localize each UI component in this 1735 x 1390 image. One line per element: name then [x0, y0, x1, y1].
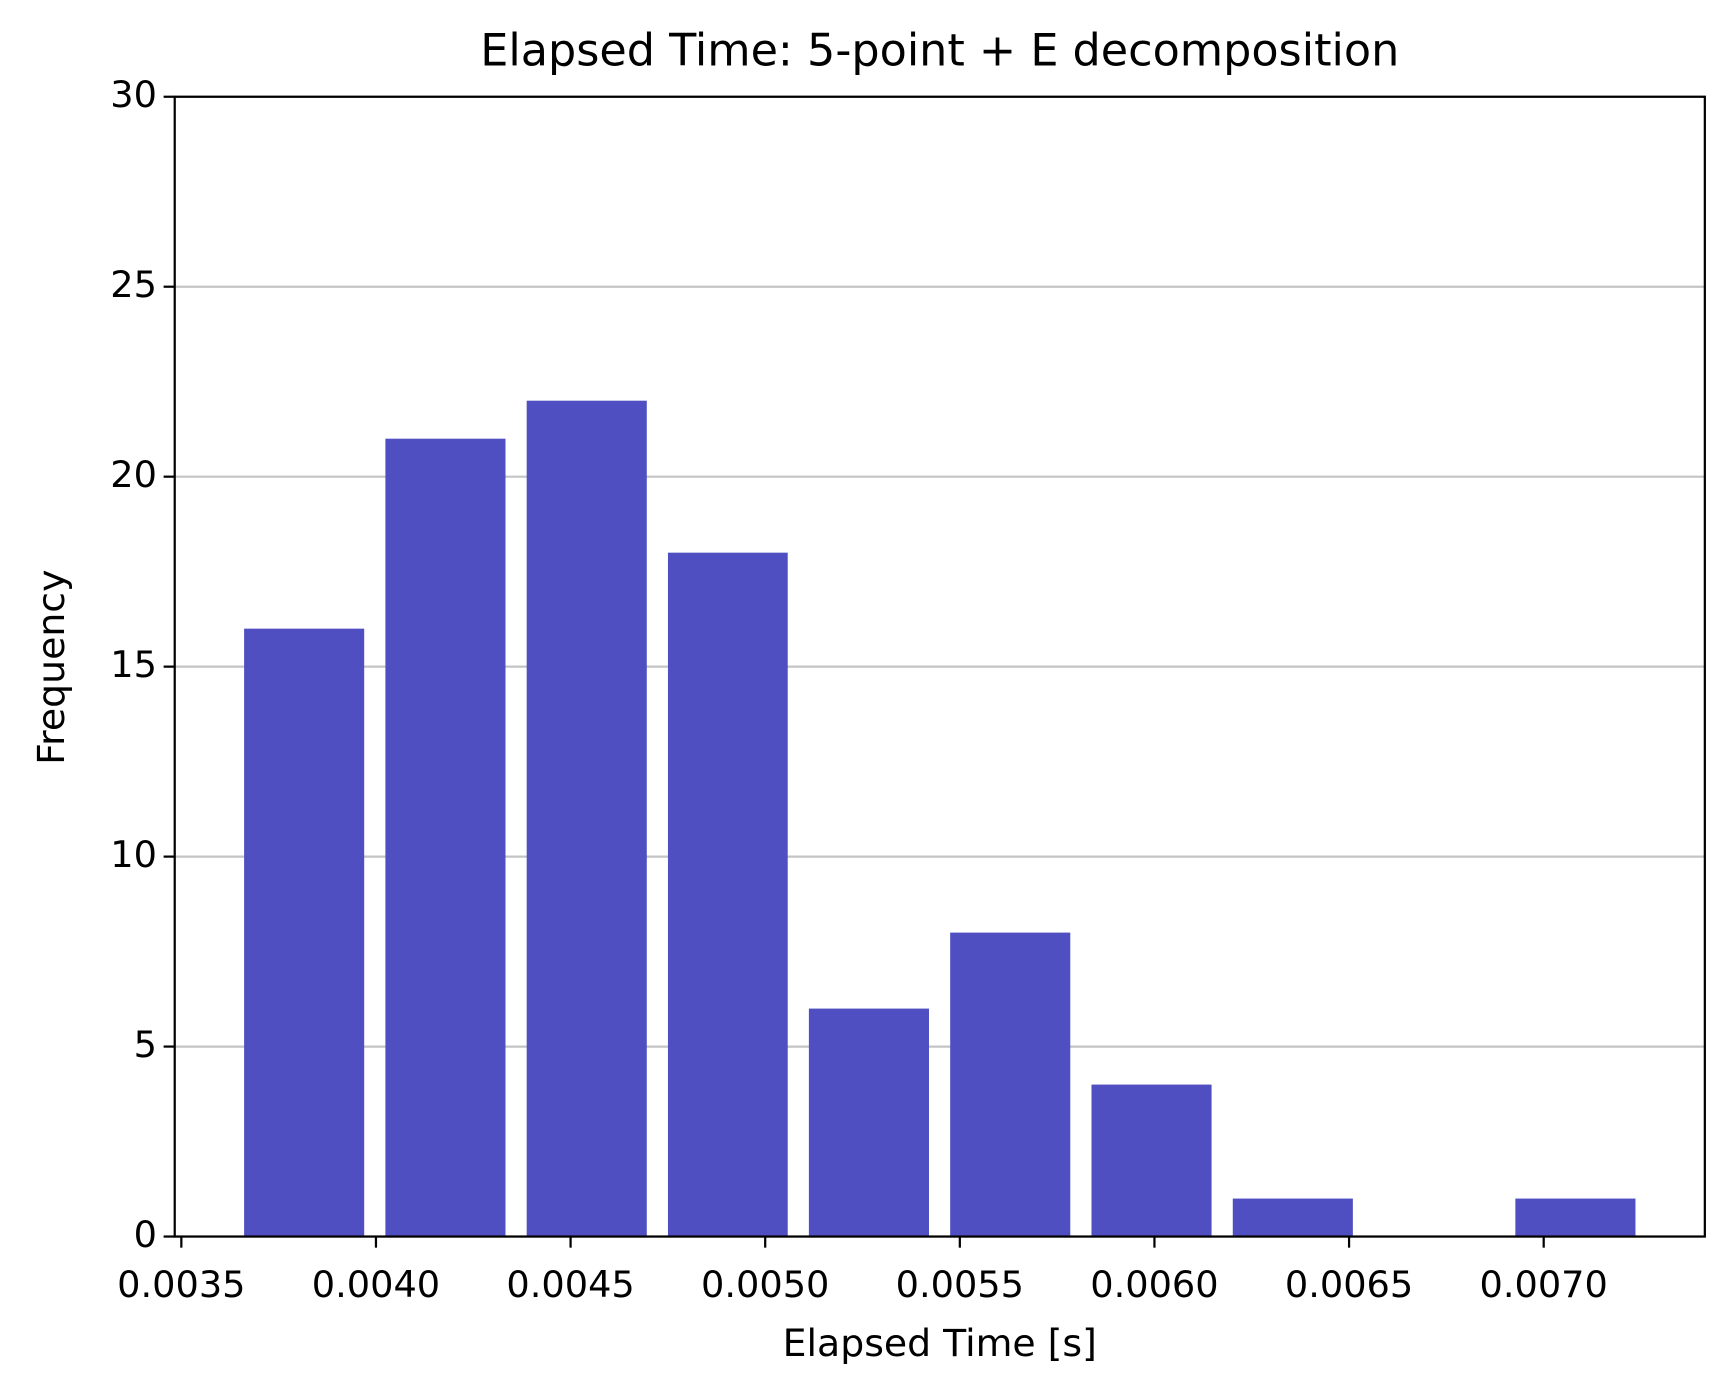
bar	[385, 438, 506, 1237]
bar	[950, 932, 1071, 1237]
plot-frame	[173, 95, 1706, 1238]
axes: 0 5 10 15 20 25 30 0.0035 0.0040 0.0045 0.0050 0.00…	[110, 73, 1706, 1306]
y-tick-label: 20	[110, 453, 157, 496]
bar	[244, 628, 365, 1237]
y-tick-label: 5	[134, 1023, 157, 1066]
bar	[1091, 1084, 1212, 1237]
y-tick-label: 30	[110, 73, 157, 116]
bar	[526, 400, 647, 1237]
chart-title: Elapsed Time: 5-point + E decomposition	[480, 25, 1399, 76]
x-tick-label: 0.0040	[312, 1263, 440, 1306]
x-axis-label: Elapsed Time [s]	[783, 1321, 1097, 1365]
bar	[1515, 1198, 1636, 1237]
y-tick-label: 15	[110, 643, 157, 686]
x-tick-label: 0.0055	[896, 1263, 1024, 1306]
x-tick-label: 0.0070	[1480, 1263, 1608, 1306]
bar	[1232, 1198, 1353, 1237]
y-tick-label: 0	[134, 1213, 157, 1256]
x-tick-label: 0.0045	[506, 1263, 634, 1306]
bar	[808, 1008, 929, 1237]
x-tick-label: 0.0060	[1090, 1263, 1218, 1306]
x-tick-label: 0.0035	[117, 1263, 245, 1306]
x-tick-label: 0.0050	[701, 1263, 829, 1306]
bar	[667, 552, 788, 1237]
y-axis-label: Frequency	[29, 570, 73, 765]
bars	[244, 400, 1636, 1237]
y-tick-label: 25	[110, 263, 157, 306]
y-tick-label: 10	[110, 833, 157, 876]
x-tick-label: 0.0065	[1285, 1263, 1413, 1306]
